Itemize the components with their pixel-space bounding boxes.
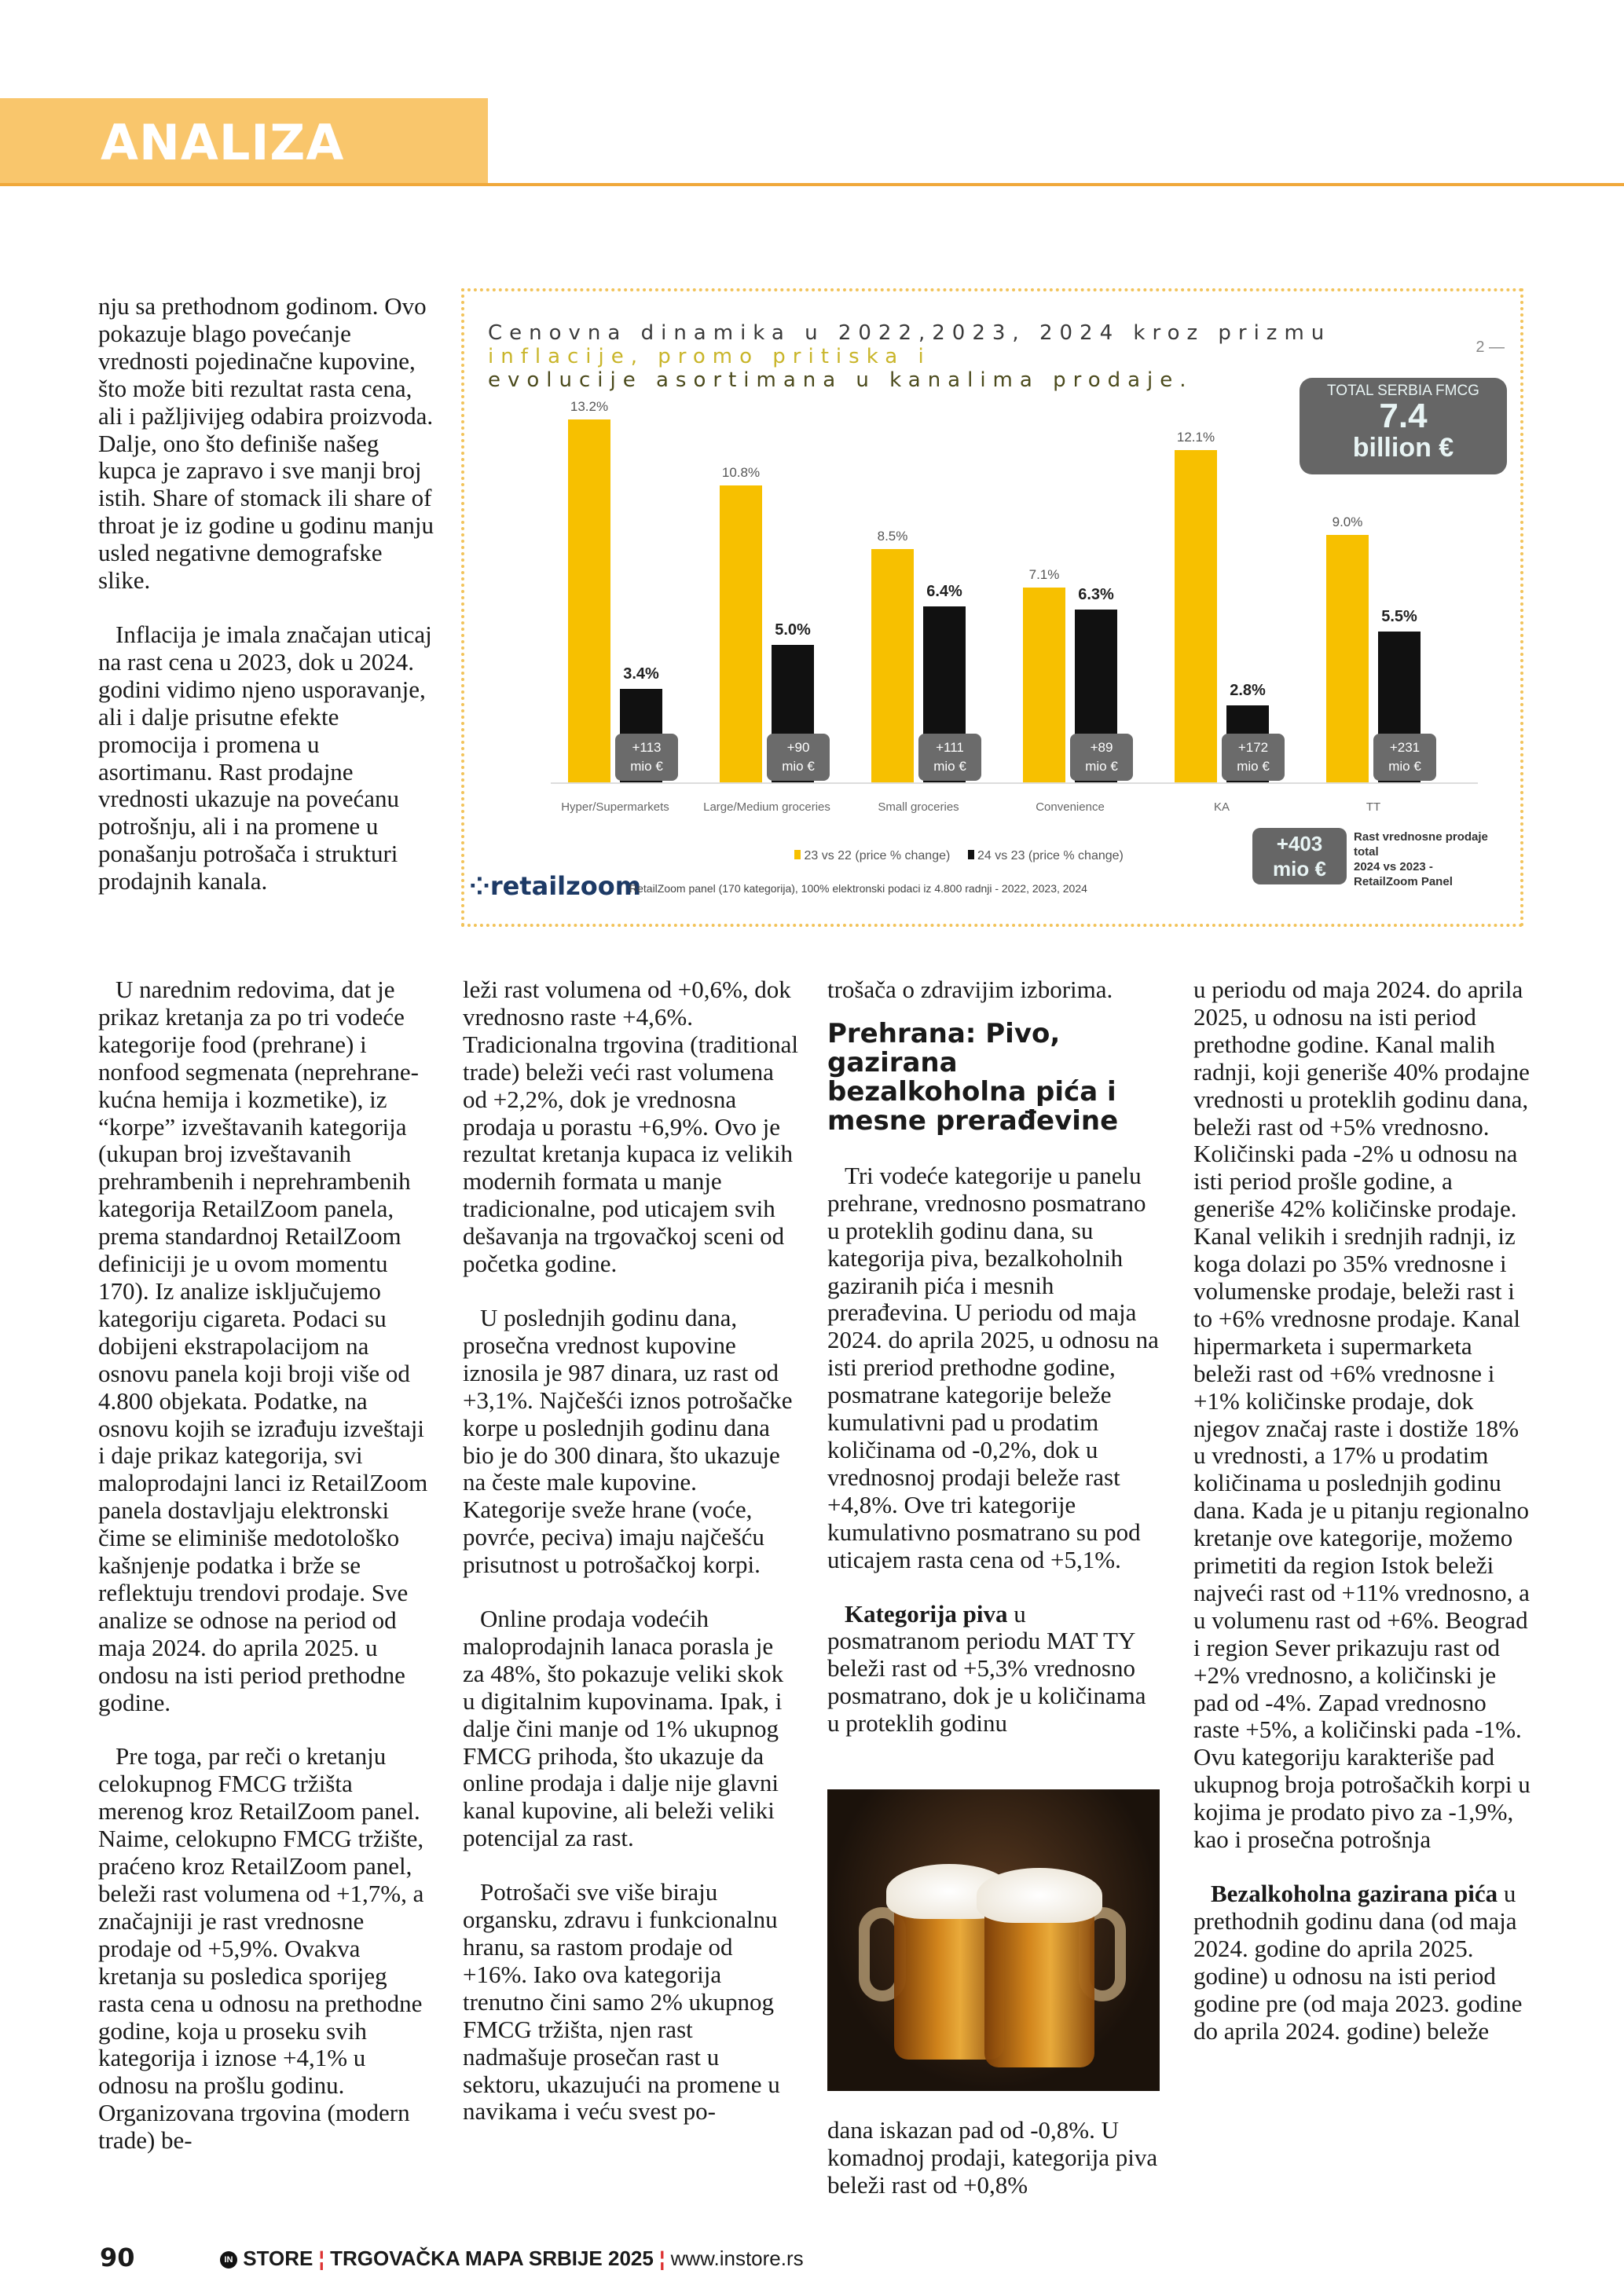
footer-url[interactable]: www.instore.rs: [670, 2247, 804, 2270]
legend: 23 vs 22 (price % change) 24 vs 23 (pric…: [794, 849, 1124, 863]
value-label-series1: 8.5%: [877, 528, 908, 544]
bar-series1: [871, 548, 914, 782]
subheading: Prehrana: Pivo, gazirana bezalkoholna pi…: [827, 1017, 1119, 1137]
column-1: U narednim redovima, dat je prikaz kreta…: [98, 976, 434, 2210]
growth-badge: +113 mio €: [615, 734, 678, 781]
category-label: KA: [1213, 800, 1230, 814]
value-label-series2: 5.0%: [775, 621, 811, 639]
value-label-series2: 3.4%: [623, 665, 659, 683]
category-label: TT: [1366, 800, 1381, 814]
column-4: u periodu od maja 2024. do aprila 2025, …: [1193, 976, 1531, 2210]
growth-badge: +89 mio €: [1070, 734, 1133, 781]
chart-footnote: RetailZoom panel (170 kategorija), 100% …: [629, 882, 1087, 895]
category-label: Small groceries: [878, 800, 959, 814]
bar-series1: [720, 485, 762, 782]
category-label: Hyper/Supermarkets: [561, 800, 669, 814]
value-label-series1: 13.2%: [570, 399, 609, 414]
bold-lead: Bezalkoholna gazirana pića: [1211, 1880, 1498, 1907]
section-header: ANALIZA: [0, 98, 488, 183]
column-1-top: nju sa prethodnom godinom. Ovo pokazuje …: [98, 293, 434, 961]
x-axis: [551, 782, 1478, 784]
paragraph: dana iskazan pad od -0,8%. U komadnoj pr…: [827, 2117, 1158, 2199]
total-growth-box: +403 mio €: [1252, 828, 1347, 884]
value-label-series2: 6.3%: [1078, 585, 1114, 603]
chart-page-marker: 2 —: [1476, 339, 1505, 356]
retailzoom-logo: ⁘retailzoom: [469, 871, 642, 901]
chart-title-line: Cenovna dinamika u 2022,2023, 2024 kroz …: [488, 321, 1332, 345]
growth-caption: Rast vrednosne prodaje total 2024 vs 2023 …: [1354, 830, 1488, 888]
bold-lead: Kategorija piva: [845, 1599, 1008, 1628]
column-2: leži rast volumena od +0,6%, dok vrednos…: [463, 976, 799, 2210]
paragraph: Tri vodeće kategorije u panelu prehrane,…: [827, 1161, 1159, 1573]
instore-logo-icon: IN: [220, 2251, 237, 2269]
value-label-series1: 10.8%: [721, 465, 761, 480]
bar-series1: [1023, 587, 1065, 782]
paragraph: Inflacija je imala značajan uticaj na ra…: [98, 620, 432, 895]
growth-badge: +231 mio €: [1373, 734, 1436, 781]
value-label-series2: 6.4%: [926, 583, 962, 600]
growth-badge: +172 mio €: [1222, 734, 1285, 781]
paragraph: U poslednjih godinu dana, prosečna vredn…: [463, 1303, 793, 1579]
growth-badge: +111 mio €: [918, 734, 981, 781]
paragraph: trošača o zdravijim izborima.: [827, 976, 1113, 1003]
paragraph: Online prodaja vodećih maloprodajnih lan…: [463, 1605, 784, 1852]
value-label-series2: 2.8%: [1230, 682, 1266, 699]
footer-bar: IN STORE ¦ TRGOVAČKA MAPA SRBIJE 2025 ¦ …: [220, 2247, 804, 2271]
column-3-bottom: dana iskazan pad od -0,8%. U komadnoj pr…: [827, 2117, 1161, 2211]
bar-series1: [1326, 535, 1369, 782]
beer-mugs-photo: [827, 1789, 1160, 2091]
paragraph: nju sa prethodnom godinom. Ovo pokazuje …: [98, 293, 434, 595]
footer-publication: TRGOVAČKA MAPA SRBIJE 2025: [330, 2247, 654, 2270]
value-label-series1: 9.0%: [1332, 514, 1363, 529]
chart-title-line: inflacije, promo pritiska i: [488, 345, 931, 368]
bar-series1: [1175, 449, 1217, 782]
legend-swatch: [967, 850, 974, 859]
paragraph: leži rast volumena od +0,6%, dok vrednos…: [463, 976, 799, 1278]
value-label-series1: 12.1%: [1176, 429, 1215, 445]
section-title: ANALIZA: [101, 114, 345, 171]
category-label: Large/Medium groceries: [703, 800, 830, 814]
growth-badge: +90 mio €: [767, 734, 830, 781]
paragraph: u prethodnih godinu dana (od maja 2024. …: [1193, 1880, 1523, 2045]
legend-swatch: [794, 850, 801, 859]
paragraph: U narednim redovima, dat je prikaz kreta…: [98, 976, 428, 1716]
header-rule: [0, 183, 1624, 186]
column-3: trošača o zdravijim izborima. Prehrana: …: [827, 976, 1161, 1785]
footer-brand: STORE: [243, 2247, 313, 2270]
paragraph: Potrošači sve više biraju organsku, zdra…: [463, 1878, 780, 2126]
category-label: Convenience: [1036, 800, 1105, 814]
value-label-series1: 7.1%: [1028, 566, 1060, 582]
total-serbia-box: TOTAL SERBIA FMCG 7.4 billion €: [1300, 378, 1507, 474]
paragraph: u periodu od maja 2024. do aprila 2025, …: [1193, 976, 1531, 1854]
page-number: 90: [100, 2243, 135, 2272]
price-dynamics-chart: Cenovna dinamika u 2022,2023, 2024 kroz …: [461, 288, 1523, 927]
chart-title-line: evolucije asortimana u kanalima prodaje.: [488, 368, 1193, 392]
value-label-series2: 5.5%: [1381, 607, 1417, 625]
paragraph: u posmatranom periodu MAT TY beleži rast…: [827, 1599, 1146, 1738]
bar-series1: [568, 419, 610, 782]
paragraph: Pre toga, par reči o kretanju celokupnog…: [98, 1742, 424, 2155]
